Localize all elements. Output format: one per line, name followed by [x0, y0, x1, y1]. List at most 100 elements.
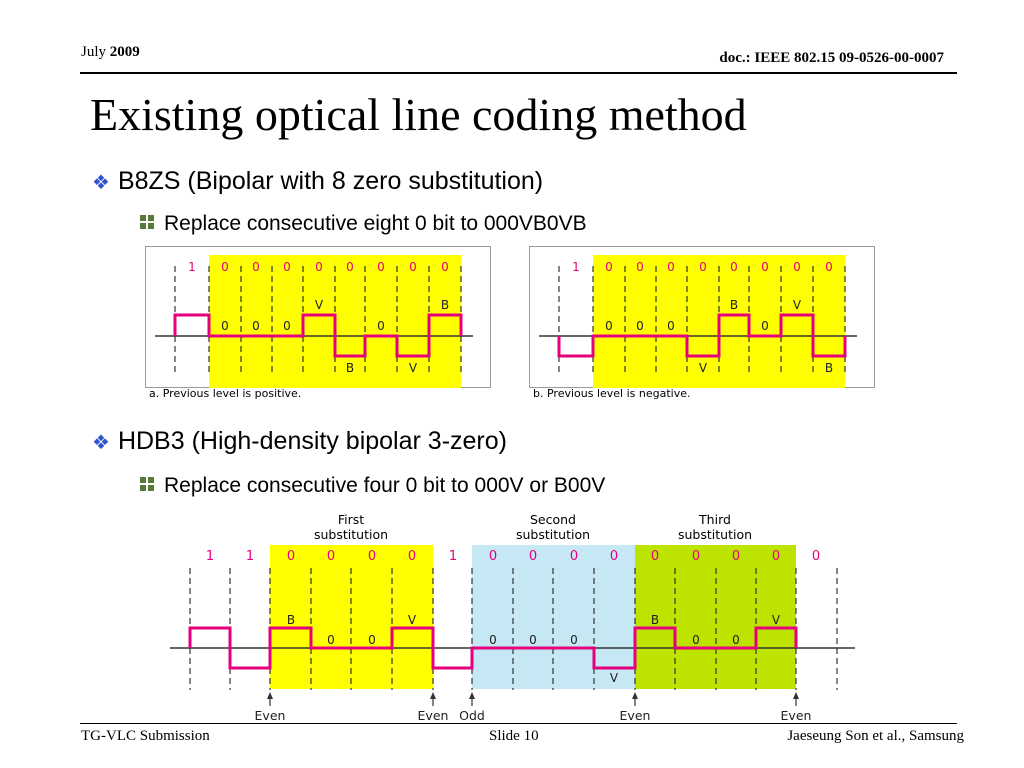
bullet-hdb3: ❖ HDB3 (High-density bipolar 3-zero) [92, 427, 507, 456]
pulse-label: 0 [636, 319, 644, 333]
pulse-label: 0 [667, 319, 675, 333]
pulse-label: 0 [283, 319, 291, 333]
footer-slide-number: Slide 10 [489, 728, 539, 744]
region-title-3-sub: substitution [678, 527, 752, 542]
pulse-label: B [287, 613, 295, 627]
top-bit-label: 0 [793, 260, 801, 274]
subbullet-hdb3-text: Replace consecutive four 0 bit to 000V o… [164, 474, 606, 497]
subbullet-hdb3: Replace consecutive four 0 bit to 000V o… [140, 474, 605, 498]
top-bit-label: 0 [610, 549, 618, 564]
top-bit-label: 0 [408, 549, 416, 564]
top-bit-label: 0 [409, 260, 417, 274]
pulse-label: 0 [368, 633, 376, 647]
pulse-label: B [825, 361, 833, 375]
pulse-label: B [441, 298, 449, 312]
region-title-1-sub: substitution [314, 527, 388, 542]
top-bit-label: 0 [252, 260, 260, 274]
pulse-label: 0 [327, 633, 335, 647]
diagram-a-caption: a. Previous level is positive. [149, 387, 301, 400]
pulse-label: 0 [221, 319, 229, 333]
pulse-label: 0 [529, 633, 537, 647]
pulse-label: 0 [732, 633, 740, 647]
header-divider [80, 72, 957, 74]
parity-label: Even [781, 708, 812, 723]
top-bit-label: 1 [449, 549, 457, 564]
b8zs-diagram-b: 1 0 0 0 0 0 0 0 0 0 0 0 V B 0 V B b. Previous level is … [529, 246, 875, 400]
square-bullet-icon [140, 215, 154, 229]
arrowhead-icon [793, 692, 799, 699]
top-bit-label: 0 [489, 549, 497, 564]
parity-label: Even [418, 708, 449, 723]
top-bit-label: 0 [636, 260, 644, 274]
top-bit-label: 1 [188, 260, 196, 274]
header-date: July 2009 [81, 44, 140, 61]
arrowhead-icon [469, 692, 475, 699]
region-title-3: Third [698, 512, 731, 527]
hdb3-signal [188, 626, 798, 670]
subbullet-b8zs: Replace consecutive eight 0 bit to 000VB… [140, 212, 587, 236]
top-bit-label: 0 [327, 549, 335, 564]
parity-label: Even [620, 708, 651, 723]
pulse-label: 0 [377, 319, 385, 333]
top-bit-label: 1 [206, 549, 214, 564]
pulse-label: B [730, 298, 738, 312]
pulse-label: V [409, 361, 418, 375]
top-bit-label: 0 [377, 260, 385, 274]
top-bit-label: 0 [730, 260, 738, 274]
pulse-label: 0 [692, 633, 700, 647]
top-bit-label: 0 [699, 260, 707, 274]
region-title-1: First [338, 512, 364, 527]
top-bit-label: 0 [570, 549, 578, 564]
square-bullet-icon [140, 477, 154, 491]
pulse-label: V [610, 671, 619, 685]
arrowhead-icon [632, 692, 638, 699]
diagram-a-signal [173, 313, 463, 358]
bullet-b8zs: ❖ B8ZS (Bipolar with 8 zero substitution) [92, 167, 543, 196]
diamond-bullet-icon: ❖ [92, 432, 110, 454]
top-bit-label: 0 [221, 260, 229, 274]
pulse-label: 0 [605, 319, 613, 333]
top-bit-label: 0 [283, 260, 291, 274]
footer-left: TG-VLC Submission [81, 728, 210, 744]
slide-title: Existing optical line coding method [90, 89, 747, 140]
pulse-label: 0 [489, 633, 497, 647]
top-bit-label: 0 [346, 260, 354, 274]
pulse-label: V [793, 298, 802, 312]
top-bit-label: 0 [761, 260, 769, 274]
diagram-b-signal [557, 313, 847, 358]
top-bit-label: 0 [732, 549, 740, 564]
pulse-label: 0 [252, 319, 260, 333]
footer-right: Jaeseung Son et al., Samsung [787, 728, 964, 744]
diamond-bullet-icon: ❖ [92, 172, 110, 194]
pulse-label: B [346, 361, 354, 375]
pulse-label: 0 [570, 633, 578, 647]
parity-label: Even [255, 708, 286, 723]
bullet-hdb3-text: HDB3 (High-density bipolar 3-zero) [117, 427, 507, 455]
header-year: 2009 [109, 44, 140, 60]
top-bit-label: 0 [651, 549, 659, 564]
footer-divider [80, 723, 957, 724]
top-bit-label: 0 [605, 260, 613, 274]
arrowhead-icon [430, 692, 436, 699]
top-bit-label: 0 [772, 549, 780, 564]
top-bit-label: 0 [287, 549, 295, 564]
top-bit-label: 0 [529, 549, 537, 564]
pulse-label: B [651, 613, 659, 627]
subbullet-b8zs-text: Replace consecutive eight 0 bit to 000VB… [164, 212, 587, 235]
pulse-label: 0 [761, 319, 769, 333]
arrowhead-icon [267, 692, 273, 699]
top-bit-label: 0 [441, 260, 449, 274]
diagram-b-caption: b. Previous level is negative. [533, 387, 691, 400]
top-bit-label: 1 [246, 549, 254, 564]
pulse-label: V [772, 613, 781, 627]
hdb3-diagram: First substitution Second substitution T… [170, 512, 855, 723]
region-title-2-sub: substitution [516, 527, 590, 542]
top-bit-label: 0 [368, 549, 376, 564]
header-month: July [81, 44, 107, 60]
pulse-label: V [699, 361, 708, 375]
pulse-label: V [315, 298, 324, 312]
b8zs-diagram-a: 1 0 0 0 0 0 0 0 0 0 0 0 V B 0 V B a. Previous level is … [145, 246, 491, 400]
top-bit-label: 0 [692, 549, 700, 564]
header-doc-id: doc.: IEEE 802.15 09-0526-00-0007 [719, 50, 944, 66]
top-bit-label: 0 [812, 549, 820, 564]
